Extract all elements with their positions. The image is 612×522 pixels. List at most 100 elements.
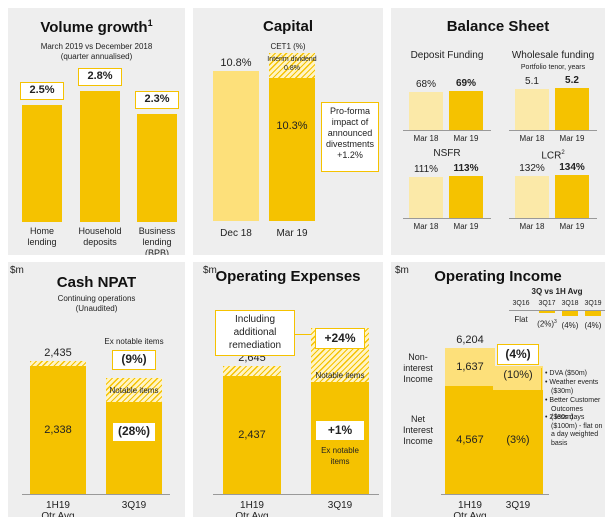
axis-line <box>403 130 491 131</box>
inset-value-label: (4%) <box>561 321 579 330</box>
bullets-nii: • 2 less days ($100m) - flat on a day weig… <box>545 414 605 448</box>
non-interest-bar <box>445 347 495 387</box>
category-label: Mar 19 <box>276 228 308 239</box>
notable-items-label: Notable items <box>315 371 365 380</box>
bullet-item: • Weather events ($30m) <box>545 379 599 395</box>
inset-value-label: Flat <box>514 315 528 324</box>
inset-category: 3Q18 <box>561 300 579 307</box>
bar <box>106 402 162 494</box>
bar <box>409 176 443 218</box>
bracket-line <box>541 367 542 405</box>
bar-value-label: 10.3% <box>276 119 308 132</box>
axis-line <box>403 218 491 219</box>
annotation-box: Pro-forma impact of announced divestments +1… <box>321 102 379 172</box>
change-base-badge: +1% <box>315 420 365 441</box>
inset-title: 3Q vs 1H Avg <box>531 287 583 296</box>
axis-line <box>509 130 597 131</box>
change-base-badge: (28%) <box>112 422 156 442</box>
bullet-item: • 2 less days ($100m) - flat on a day weig… <box>545 414 603 447</box>
unit-label: $m <box>203 265 217 276</box>
bullets-non-interest: • DVA ($50m) • Weather events ($30m) • Bett… <box>545 370 605 424</box>
chart-title: Balance Sheet <box>446 18 550 35</box>
bar <box>137 114 177 222</box>
bracket-line <box>541 410 542 451</box>
callout-box: Including additional remediation <box>215 310 295 356</box>
series-label-non-interest: Non-interest Income <box>403 351 433 384</box>
chart-subtitle-2: (Unaudited) <box>75 304 118 313</box>
inset-superscript: 3 <box>554 319 557 325</box>
category-label: Household deposits <box>78 226 122 247</box>
bar-value-label: 113% <box>453 162 479 174</box>
change-top-badge: +24% <box>315 328 365 349</box>
axis-line <box>213 494 379 495</box>
inset-bar <box>562 310 578 316</box>
category-label: Dec 18 <box>220 228 252 239</box>
notable-items-label: Notable items <box>109 386 159 395</box>
volume-growth-panel: Volume growth1 March 2019 vs December 201… <box>8 8 185 255</box>
category-label: Business lending (BPB) <box>138 226 176 255</box>
stack-hatched-bar <box>269 53 315 78</box>
notable-items-bar <box>223 365 281 376</box>
chart-title: Capital <box>262 18 313 35</box>
bar <box>213 70 259 221</box>
unit-label: $m <box>10 265 24 276</box>
chart-title: Cash NPAT <box>56 274 137 291</box>
chart-subtitle: March 2019 vs December 2018 <box>40 42 153 51</box>
callout-connector <box>295 334 311 335</box>
inset-category: 3Q17 <box>538 300 556 307</box>
title-superscript: 2 <box>561 150 565 156</box>
inset-value-label: (2%)3 <box>537 319 557 329</box>
base-value-label: 2,338 <box>44 423 72 436</box>
bar <box>223 375 281 494</box>
bar <box>515 175 549 218</box>
total-value-label: 6,204 <box>456 333 484 346</box>
chart-subtitle-2: (quarter annualised) <box>60 52 133 61</box>
series-label-nii: Net Interest Income <box>402 414 433 447</box>
total-value-label: 2,435 <box>44 346 72 359</box>
bar <box>409 91 443 130</box>
category-label: Mar 19 <box>453 134 479 143</box>
bar <box>555 88 589 130</box>
base-value-label: 2,437 <box>238 428 266 441</box>
subchart-title: LCR2 <box>541 150 565 162</box>
inset-bar <box>539 310 555 313</box>
bar-value-label: 5.1 <box>525 76 539 88</box>
inset-value-label: (4%) <box>584 321 602 330</box>
bar-value-label: 5.2 <box>565 75 579 87</box>
change-top-badge: (4%) <box>497 344 539 365</box>
ex-notable-label: Ex notable items <box>321 446 359 466</box>
change-top-badge: (9%) <box>112 350 156 370</box>
bar <box>269 77 315 221</box>
legend-ex-notable: Ex notable items <box>104 337 164 346</box>
subchart-title: Deposit Funding <box>410 50 484 61</box>
bar-value-label: 68% <box>415 78 436 90</box>
bar-value-label: 2.8% <box>78 67 122 86</box>
bar <box>449 175 483 218</box>
bar-value-label: 2.3% <box>135 91 179 110</box>
inset-category: 3Q16 <box>512 300 530 307</box>
bar <box>449 91 483 130</box>
title-superscript: 1 <box>147 18 153 28</box>
axis-line <box>441 494 549 495</box>
axis-line <box>509 218 597 219</box>
bar-value-label: 111% <box>413 163 439 175</box>
notable-items-bar <box>106 378 162 402</box>
category-label: Mar 18 <box>413 222 439 231</box>
category-label: Mar 18 <box>413 134 439 143</box>
category-label: Mar 18 <box>519 222 545 231</box>
inset-category: 3Q19 <box>584 300 602 307</box>
bar-value-label: 134% <box>559 162 585 174</box>
balance-sheet-panel: Balance Sheet Deposit Funding 68% Mar 18 69%… <box>391 8 605 255</box>
subchart-title: Wholesale funding <box>511 50 595 61</box>
subchart-subtitle: Portfolio tenor, years <box>520 64 586 71</box>
category-label: 3Q19 <box>505 500 531 511</box>
capital-panel: Capital CET1 (%) Dec 18 Mar 19 10.8% 10.3% Int… <box>193 8 383 255</box>
notable-items-bar <box>30 360 86 366</box>
chart-title: Operating Income <box>434 268 562 285</box>
change-nii-label: (3%) <box>506 434 530 447</box>
chart-subtitle: CET1 (%) <box>270 42 306 51</box>
category-label: Home lending <box>27 226 57 247</box>
category-label: 3Q19 <box>327 500 353 511</box>
chart-title: Operating Expenses <box>215 268 361 285</box>
bar-value-label: 10.8% <box>220 56 252 69</box>
